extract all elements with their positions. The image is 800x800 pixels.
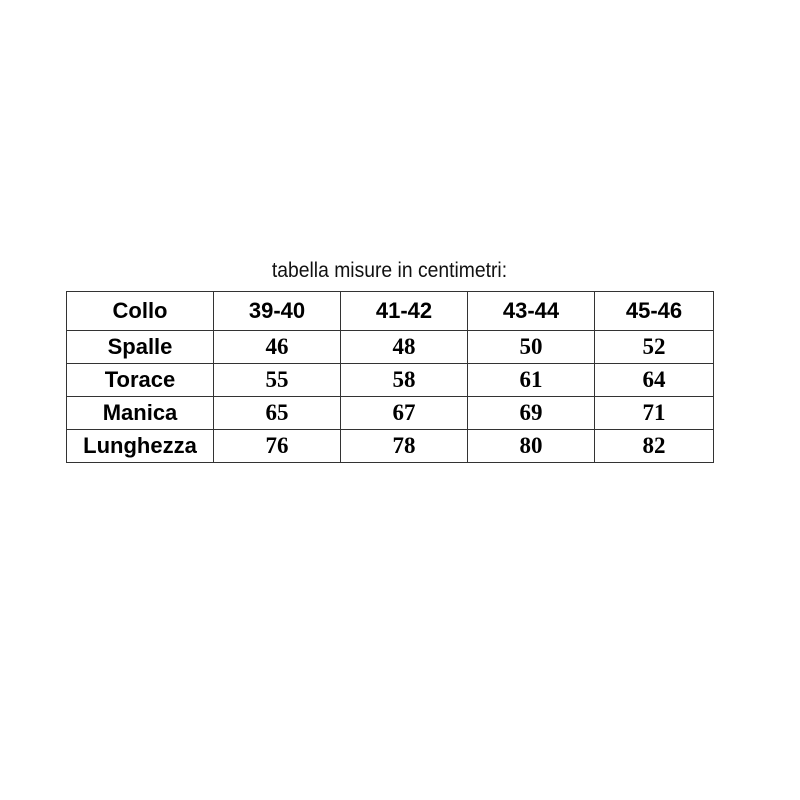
size-header: 41-42	[340, 291, 468, 331]
cell: 61	[467, 363, 595, 397]
row-label: Manica	[66, 396, 214, 430]
size-header: 43-44	[467, 291, 595, 331]
cell: 71	[594, 396, 714, 430]
size-table: Collo 39-40 41-42 43-44 45-46 Spalle 46 …	[66, 291, 714, 463]
table-row: Lunghezza 76 78 80 82	[66, 429, 714, 463]
table-title: tabella misure in centimetri:	[271, 259, 508, 282]
cell: 52	[594, 330, 714, 364]
cell: 76	[213, 429, 341, 463]
cell: 58	[340, 363, 468, 397]
table-row: Torace 55 58 61 64	[66, 363, 714, 397]
cell: 46	[213, 330, 341, 364]
cell: 50	[467, 330, 595, 364]
size-header: 39-40	[213, 291, 341, 331]
cell: 78	[340, 429, 468, 463]
cell: 48	[340, 330, 468, 364]
cell: 64	[594, 363, 714, 397]
cell: 82	[594, 429, 714, 463]
header-row: Collo 39-40 41-42 43-44 45-46	[66, 291, 714, 331]
row-label: Torace	[66, 363, 214, 397]
table-row: Spalle 46 48 50 52	[66, 330, 714, 364]
cell: 69	[467, 396, 595, 430]
cell: 55	[213, 363, 341, 397]
cell: 80	[467, 429, 595, 463]
table-row: Manica 65 67 69 71	[66, 396, 714, 430]
row-label: Lunghezza	[66, 429, 214, 463]
size-header: 45-46	[594, 291, 714, 331]
header-label: Collo	[66, 291, 214, 331]
cell: 67	[340, 396, 468, 430]
cell: 65	[213, 396, 341, 430]
row-label: Spalle	[66, 330, 214, 364]
